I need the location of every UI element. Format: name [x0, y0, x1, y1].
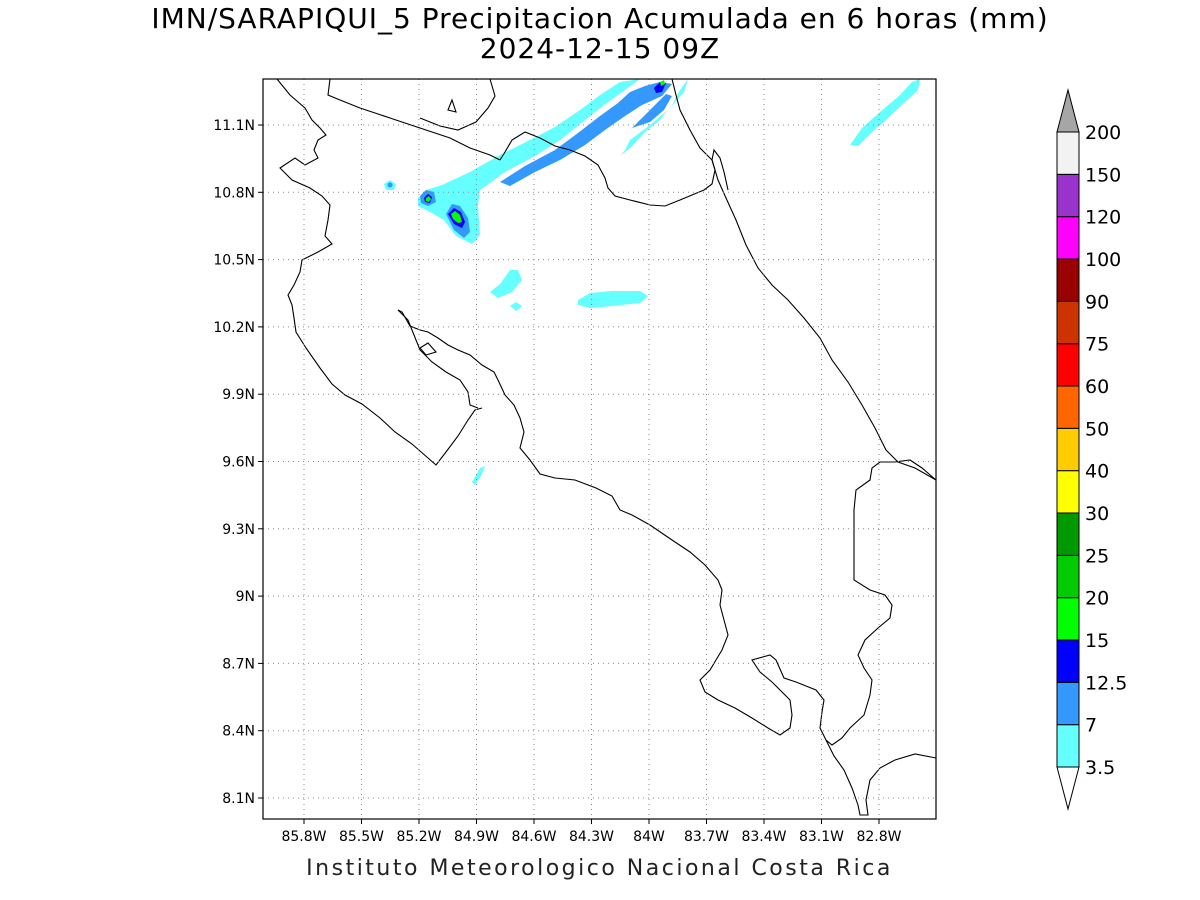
pacific-coast-south	[397, 309, 937, 746]
precip-patch-caribbean	[850, 79, 920, 146]
map-datetime: 2024-12-15 09Z	[479, 32, 721, 65]
nicoya-gulf	[397, 309, 479, 409]
map-title: IMN/SARAPIQUI_5 Precipitacion Acumulada …	[151, 2, 1049, 35]
lon-tick-label: 85.2W	[396, 829, 441, 845]
lake-shore	[419, 78, 496, 131]
colorbar-level-label: 3.5	[1085, 757, 1115, 779]
lon-tick-label: 84.9W	[454, 829, 499, 845]
colorbar-level-label: 20	[1085, 588, 1109, 610]
plot-frame	[262, 78, 937, 820]
lon-tick-label: 85.5W	[339, 829, 384, 845]
lat-tick-label: 9.6N	[222, 455, 255, 471]
colorbar-lower-arrow	[1056, 766, 1080, 811]
lat-tick-label: 10.8N	[213, 185, 255, 201]
latitude-labels: 11.1N 10.8N 10.5N 10.2N 9.9N 9.6N 9.3N 9N 8.7N 8.…	[213, 118, 263, 807]
colorbar-swatch	[1056, 385, 1080, 429]
colorbar-swatch	[1056, 681, 1080, 726]
colorbar-swatch	[1056, 470, 1080, 514]
precip-15-core-west	[426, 196, 431, 202]
lon-tick-label: 85.8W	[281, 829, 326, 845]
colorbar-level-label: 200	[1085, 122, 1121, 144]
colorbar-swatch	[1056, 554, 1080, 599]
lon-tick-label: 83.7W	[684, 829, 729, 845]
colorbar-swatch	[1056, 300, 1080, 345]
nicaragua-border	[327, 78, 501, 161]
lon-tick-label: 83.4W	[741, 829, 786, 845]
lat-tick-label: 9.3N	[222, 522, 255, 538]
colorbar-level-label: 30	[1085, 503, 1109, 525]
precip-patch-4	[578, 291, 648, 308]
lat-tick-label: 8.7N	[222, 656, 255, 672]
colorbar-swatch	[1056, 343, 1080, 387]
pacific-coast-nw	[276, 78, 483, 466]
lon-tick-label: 84.6W	[511, 829, 556, 845]
colorbar-level-label: 7	[1085, 715, 1097, 737]
colorbar-level-label: 90	[1085, 291, 1109, 313]
plot-area	[263, 79, 936, 819]
precip-15-core	[451, 211, 462, 223]
precip-patch-2	[490, 270, 522, 298]
colorbar-swatch	[1056, 131, 1080, 175]
colorbar-swatch	[1056, 724, 1080, 768]
gulf-island	[419, 342, 437, 356]
colorbar-level-label: 75	[1085, 334, 1109, 356]
colorbar-level-label: 120	[1085, 207, 1121, 229]
map-grid	[263, 79, 936, 819]
lake-island	[447, 98, 457, 113]
colorbar-upper-arrow	[1056, 88, 1080, 133]
coastline-borders	[276, 78, 937, 816]
osa-panama-coast	[825, 739, 937, 816]
caribbean-coast	[711, 159, 937, 481]
colorbar-level-label: 15	[1085, 630, 1109, 652]
colorbar-swatch	[1056, 258, 1080, 302]
precip-15-core-north	[660, 80, 665, 86]
colorbar-level-label: 40	[1085, 461, 1109, 483]
lat-tick-label: 8.1N	[222, 791, 255, 807]
lon-tick-label: 83.1W	[799, 829, 844, 845]
precip-7-band-east	[632, 94, 672, 128]
colorbar-level-label: 100	[1085, 249, 1121, 271]
rio-coast	[671, 78, 713, 161]
precip-patch-pacific	[472, 466, 485, 485]
colorbar-level-label: 60	[1085, 376, 1109, 398]
lat-tick-label: 9.9N	[222, 387, 255, 403]
colorbar-level-label: 12.5	[1085, 672, 1127, 694]
precip-patch-1-core	[387, 182, 393, 188]
lon-tick-label: 84W	[633, 829, 665, 845]
colorbar-level-label: 150	[1085, 164, 1121, 186]
precip-7-band	[500, 82, 672, 186]
colorbar-swatch	[1056, 173, 1080, 218]
longitude-labels: 85.8W 85.5W 85.2W 84.9W 84.6W 84.3W 84W 83.7W 83…	[281, 819, 902, 845]
credit-footer: Instituto Meteorologico Nacional Costa R…	[306, 856, 893, 881]
colorbar-swatch	[1056, 639, 1080, 683]
precipitation-shading	[384, 79, 920, 485]
lon-tick-label: 84.3W	[569, 829, 614, 845]
lat-tick-label: 10.2N	[213, 320, 255, 336]
lon-tick-label: 82.8W	[856, 829, 901, 845]
precip-patch-3	[510, 302, 522, 311]
color-legend: 3.5 7 12.5 15 20 25 30 40 50 60 75 90 100 120 150 200	[1056, 88, 1127, 811]
colorbar-swatch	[1056, 427, 1080, 472]
colorbar-swatch	[1056, 512, 1080, 556]
colorbar-level-label: 25	[1085, 545, 1109, 567]
colorbar-swatch	[1056, 597, 1080, 641]
colorbar-level-label: 50	[1085, 418, 1109, 440]
lat-tick-label: 11.1N	[213, 118, 255, 134]
colorbar-swatch	[1056, 216, 1080, 260]
lat-tick-label: 9N	[236, 589, 255, 605]
lat-tick-label: 10.5N	[213, 253, 255, 269]
lat-tick-label: 8.4N	[222, 724, 255, 740]
